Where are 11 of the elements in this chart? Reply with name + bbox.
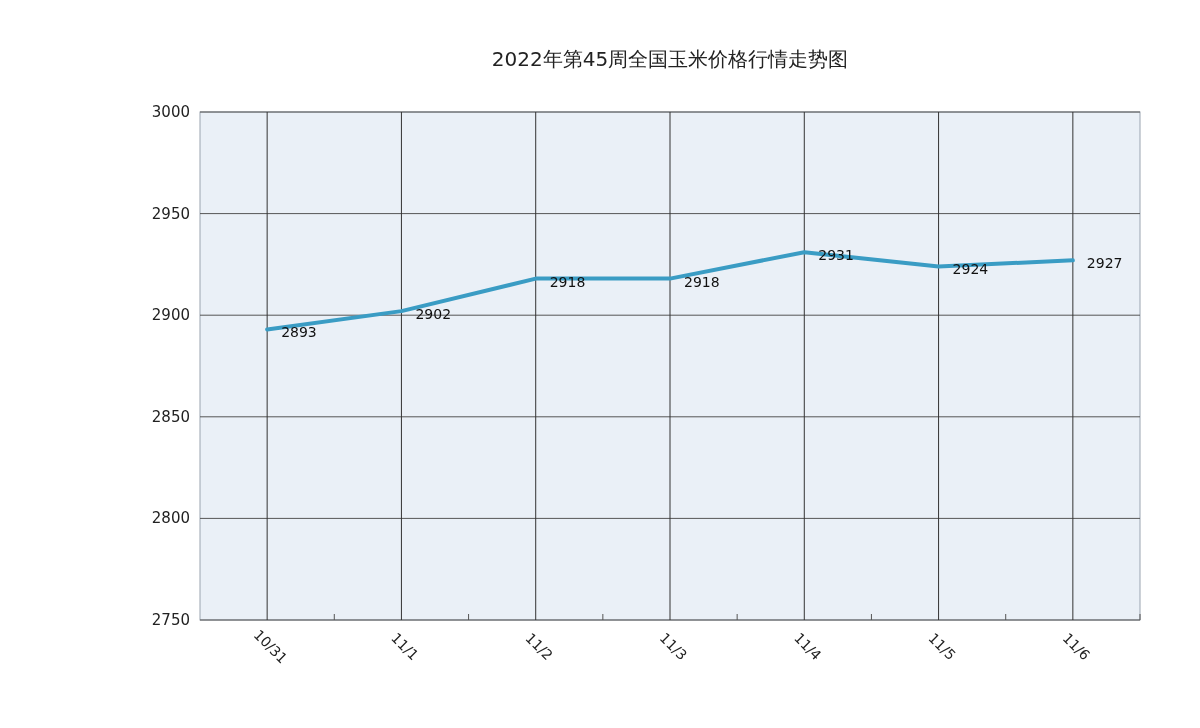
y-tick-label: 2800 — [151, 509, 190, 528]
y-tick-label: 2900 — [151, 306, 190, 325]
data-label: 2918 — [684, 273, 720, 290]
data-label: 2927 — [1086, 255, 1123, 272]
data-label: 2902 — [415, 306, 452, 323]
data-label: 2893 — [281, 324, 317, 341]
y-tick-label: 2750 — [151, 611, 190, 629]
y-tick-label: 2950 — [151, 204, 190, 223]
chart-title: 2022年第45周全国玉米价格行情走势图 — [491, 47, 849, 71]
y-tick-label: 2850 — [151, 407, 190, 426]
y-tick-label: 3000 — [151, 103, 190, 121]
